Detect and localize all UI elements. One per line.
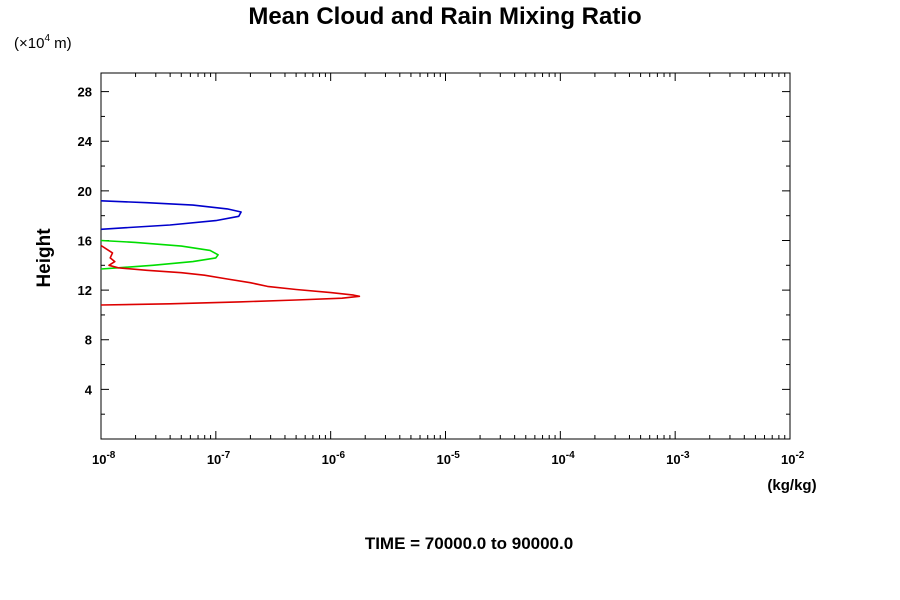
time-footer: TIME = 70000.0 to 90000.0 bbox=[365, 534, 573, 553]
plot-frame bbox=[100, 72, 791, 440]
x-tick-label: 10-5 bbox=[437, 450, 461, 467]
y-axis-label: Height bbox=[34, 228, 55, 288]
y-tick-label: 28 bbox=[78, 85, 92, 100]
x-tick-exponent: -6 bbox=[336, 450, 345, 461]
x-tick-label: 10-6 bbox=[322, 450, 346, 467]
chart-title: Mean Cloud and Rain Mixing Ratio bbox=[248, 3, 641, 30]
x-tick-exponent: -4 bbox=[566, 450, 575, 461]
y-unit-exponent: 4 bbox=[44, 33, 50, 44]
y-tick-label: 8 bbox=[85, 333, 92, 348]
series-group bbox=[100, 200, 361, 306]
x-tick-label: 10-3 bbox=[666, 450, 690, 467]
x-tick-base: 10 bbox=[437, 452, 451, 467]
y-unit-prefix: (×10 bbox=[14, 35, 44, 52]
x-tick-exponent: -8 bbox=[106, 450, 115, 461]
x-unit-label: (kg/kg) bbox=[767, 477, 816, 494]
y-tick-label: 20 bbox=[78, 184, 92, 199]
y-tick-label: 12 bbox=[78, 283, 92, 298]
x-tick-base: 10 bbox=[322, 452, 336, 467]
blue-profile bbox=[100, 200, 242, 231]
x-tick-label: 10-7 bbox=[207, 450, 231, 467]
y-tick-label: 4 bbox=[85, 382, 93, 397]
x-tick-base: 10 bbox=[781, 452, 795, 467]
y-tick-label: 16 bbox=[78, 233, 92, 248]
x-tick-exponent: -3 bbox=[681, 450, 690, 461]
x-tick-exponent: -7 bbox=[221, 450, 230, 461]
x-tick-label: 10-8 bbox=[92, 450, 116, 467]
green-profile bbox=[100, 239, 219, 270]
y-unit-label: (×104 m) bbox=[14, 33, 72, 52]
x-tick-base: 10 bbox=[666, 452, 680, 467]
y-tick-label: 24 bbox=[78, 134, 93, 149]
red-profile bbox=[100, 244, 361, 306]
y-unit-suffix: m) bbox=[50, 35, 72, 52]
x-tick-label: 10-2 bbox=[781, 450, 805, 467]
x-tick-base: 10 bbox=[207, 452, 221, 467]
x-tick-label: 10-4 bbox=[551, 450, 575, 467]
x-tick-base: 10 bbox=[92, 452, 106, 467]
x-tick-exponent: -5 bbox=[451, 450, 460, 461]
x-tick-base: 10 bbox=[551, 452, 565, 467]
x-tick-exponent: -2 bbox=[795, 450, 804, 461]
